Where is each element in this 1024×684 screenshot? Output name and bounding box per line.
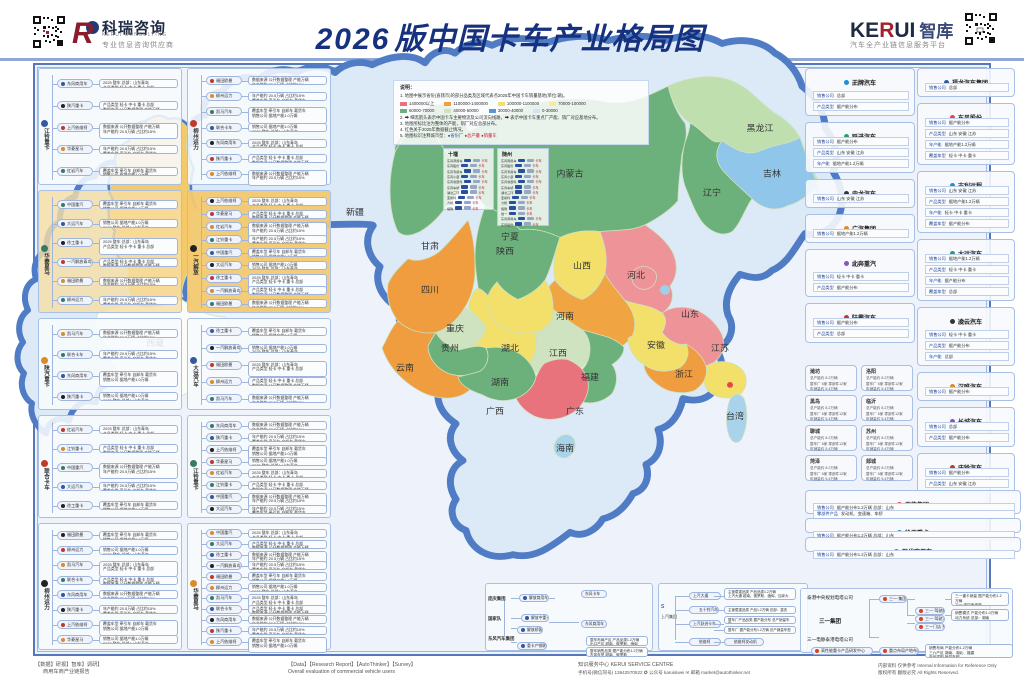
svg-text:四川: 四川 — [421, 285, 439, 295]
svg-text:山西: 山西 — [573, 261, 591, 271]
svg-text:新疆: 新疆 — [346, 206, 364, 217]
svg-text:重庆: 重庆 — [446, 323, 464, 334]
svg-text:广东: 广东 — [566, 405, 584, 416]
svg-text:贵州: 贵州 — [441, 342, 459, 353]
svg-text:陕西: 陕西 — [496, 245, 514, 256]
svg-text:江西: 江西 — [549, 348, 567, 358]
svg-text:福建: 福建 — [581, 371, 599, 382]
svg-text:辽宁: 辽宁 — [703, 187, 721, 198]
svg-text:广西: 广西 — [486, 405, 504, 416]
svg-text:湖北: 湖北 — [501, 343, 519, 353]
svg-text:山东: 山东 — [681, 308, 699, 319]
svg-text:海南: 海南 — [556, 442, 574, 453]
svg-text:浙江: 浙江 — [675, 368, 693, 379]
svg-text:河南: 河南 — [556, 310, 574, 321]
svg-text:甘肃: 甘肃 — [421, 240, 439, 251]
svg-text:宁夏: 宁夏 — [501, 231, 519, 242]
svg-text:台湾: 台湾 — [726, 410, 744, 421]
svg-text:安徽: 安徽 — [647, 339, 665, 350]
svg-text:黑龙江: 黑龙江 — [747, 122, 774, 133]
svg-text:湖南: 湖南 — [491, 376, 509, 387]
svg-text:河北: 河北 — [627, 269, 645, 280]
svg-text:江苏: 江苏 — [711, 342, 729, 353]
svg-text:云南: 云南 — [396, 361, 414, 372]
svg-text:内蒙古: 内蒙古 — [557, 167, 584, 178]
svg-text:吉林: 吉林 — [763, 167, 781, 178]
